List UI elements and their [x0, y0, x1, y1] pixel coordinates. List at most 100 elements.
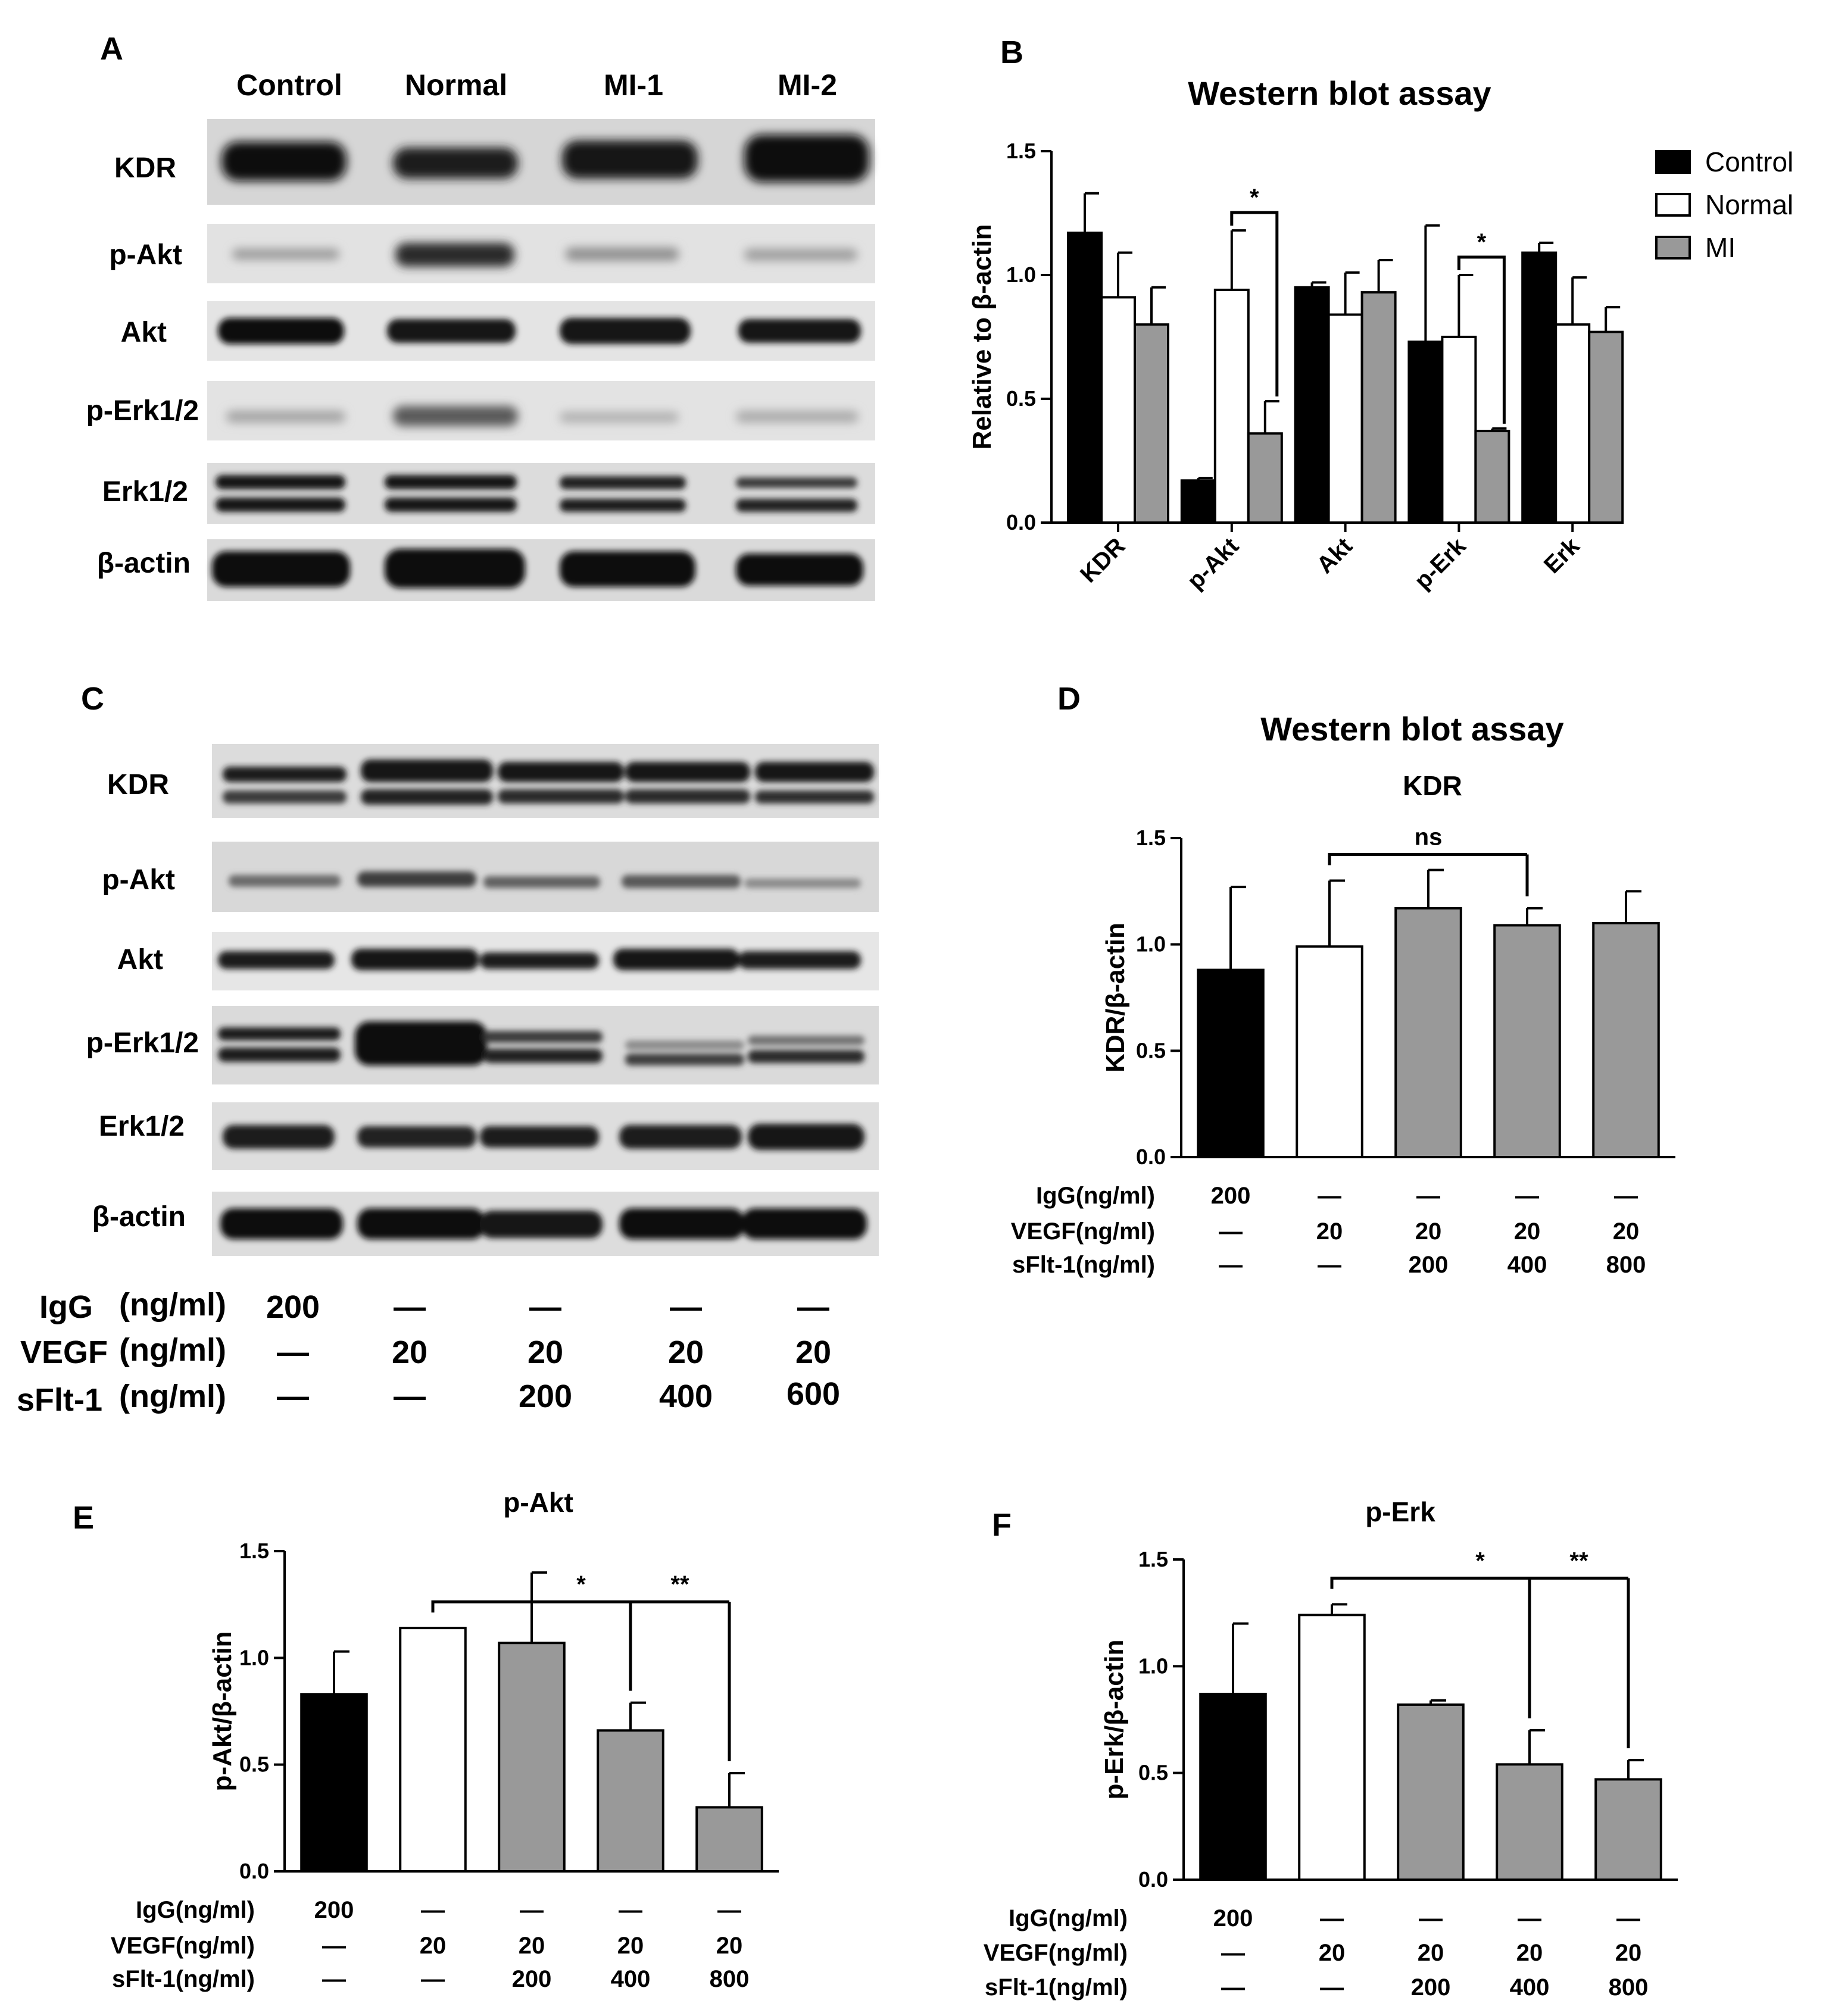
y-tick-label: 0.0 [1006, 510, 1036, 535]
blot-c-strip-kdr [212, 744, 879, 818]
significance-bracket [1330, 1576, 1628, 1589]
chart-f: 0.0 0.5 1.0 1.5 p-Erk/β-actin p-Erk IgG(ng/ml)… [984, 1496, 1678, 2001]
y-tick-label: 0.5 [1138, 1761, 1168, 1785]
significance-label-1: ns [1415, 824, 1443, 850]
condition-value-sflt-1-ng-ml-3: 200 [512, 1966, 552, 1992]
condition-value-vegf-ng-ml-2: 20 [420, 1933, 447, 1959]
bar-2 [1296, 945, 1363, 1158]
condition-value-igg-ng-ml-4: — [1515, 1183, 1539, 1209]
condition-value-vegf-ng-ml-5: 20 [1613, 1218, 1640, 1245]
cond-c-vegf-2: 20 [392, 1334, 427, 1370]
y-tick-label: 0.0 [1138, 1867, 1168, 1892]
condition-value-igg-ng-ml-2: — [1318, 1183, 1341, 1209]
condition-value-sflt-1-ng-ml-2: — [421, 1966, 445, 1992]
x-tick-label-akt: Akt [1312, 533, 1357, 579]
blot-c-row-label-akt: Akt [117, 944, 163, 976]
bar-p-akt-control [1180, 479, 1216, 524]
chart-title: p-Akt [503, 1487, 573, 1518]
cond-c-unit-igg: (ng/ml) [119, 1287, 226, 1323]
chart-title: Western blot assay [1260, 710, 1563, 748]
chart-title: Western blot assay [1188, 74, 1491, 112]
condition-value-vegf-ng-ml-5: 20 [1615, 1940, 1642, 1966]
condition-value-vegf-ng-ml-4: 20 [1514, 1218, 1541, 1245]
condition-value-vegf-ng-ml-3: 20 [519, 1933, 545, 1959]
panel-c: C KDR p-Akt Akt p-Erk1/2 Erk1/2 β-actin [17, 681, 879, 1418]
condition-value-sflt-1-ng-ml-4: 400 [1507, 1252, 1547, 1278]
cond-c-vegf-1: — [277, 1334, 309, 1370]
condition-label-igg-ng-ml: IgG(ng/ml) [1036, 1183, 1155, 1209]
condition-value-vegf-ng-ml-2: 20 [1319, 1940, 1346, 1966]
panel-letter-a: A [100, 31, 123, 67]
panel-a: A Control Normal MI-1 MI-2 KDR p-Akt Akt… [86, 31, 875, 601]
bar-akt-control [1294, 286, 1330, 524]
cond-c-igg-3: — [529, 1289, 561, 1325]
condition-value-sflt-1-ng-ml-2: — [1320, 1974, 1344, 2001]
bar-3 [1397, 1703, 1465, 1881]
cond-c-name-sflt: sFlt-1 [17, 1382, 102, 1418]
blot-strip-kdr [207, 119, 875, 205]
blot-c-conditions: IgG (ng/ml) VEGF (ng/ml) sFlt-1 (ng/ml) … [17, 1287, 840, 1418]
bar-5 [1592, 921, 1660, 1159]
bar-4 [1496, 1763, 1563, 1881]
cond-c-igg-5: — [797, 1289, 829, 1325]
condition-value-igg-ng-ml-1: 200 [1211, 1183, 1251, 1209]
y-tick-label: 0.0 [239, 1859, 269, 1883]
y-tick-label: 0.0 [1136, 1145, 1166, 1169]
blot-row-label-erk: Erk1/2 [102, 476, 188, 508]
legend-swatch-normal [1655, 193, 1691, 217]
chart-d: 0.0 0.5 1.0 1.5 KDR/β-actin Western blot assa… [1011, 710, 1675, 1278]
condition-value-igg-ng-ml-4: — [619, 1897, 642, 1923]
condition-value-igg-ng-ml-5: — [1616, 1905, 1640, 1931]
x-tick-label-kdr: KDR [1075, 533, 1130, 587]
bar-4 [597, 1729, 664, 1873]
blot-strip-p-erk [207, 381, 875, 440]
bar-1 [1197, 968, 1265, 1158]
condition-value-vegf-ng-ml-1: — [1221, 1940, 1245, 1966]
condition-value-sflt-1-ng-ml-5: 800 [710, 1966, 750, 1992]
condition-value-igg-ng-ml-5: — [1614, 1183, 1638, 1209]
significance-label-1: * [576, 1571, 586, 1598]
blot-row-label-kdr: KDR [114, 152, 176, 184]
x-tick-label-p-erk: p-Erk [1409, 533, 1471, 595]
condition-value-vegf-ng-ml-1: — [1219, 1218, 1243, 1245]
significance-label-p-akt: * [1250, 185, 1259, 211]
blot-strip-akt [207, 301, 875, 361]
blot-strip-erk [207, 463, 875, 524]
chart-e: 0.0 0.5 1.0 1.5 p-Akt/β-actin p-Akt IgG(ng/ml)… [111, 1487, 779, 1992]
condition-label-sflt-1-ng-ml: sFlt-1(ng/ml) [1012, 1252, 1155, 1278]
panel-letter-d: D [1057, 681, 1081, 717]
significance-bracket [1328, 852, 1527, 865]
blot-row-label-akt: Akt [121, 317, 167, 348]
legend-swatch-control [1655, 150, 1691, 174]
condition-value-vegf-ng-ml-1: — [322, 1933, 346, 1959]
cond-c-igg-1: 200 [266, 1289, 320, 1325]
cond-c-igg-4: — [670, 1289, 702, 1325]
condition-value-sflt-1-ng-ml-2: — [1318, 1252, 1341, 1278]
bar-p-erk-mi [1474, 430, 1510, 524]
significance-label-2: ** [1569, 1548, 1588, 1574]
cond-c-igg-2: — [394, 1289, 426, 1325]
blot-c-strip-p-erk [212, 1006, 879, 1084]
significance-bracket [431, 1600, 729, 1613]
y-tick-label: 1.0 [239, 1645, 269, 1670]
y-axis-label: p-Erk/β-actin [1100, 1640, 1129, 1800]
bar-p-erk-control [1407, 340, 1444, 524]
condition-label-sflt-1-ng-ml: sFlt-1(ng/ml) [985, 1974, 1128, 2001]
significance-bracket-p-akt [1230, 211, 1279, 397]
condition-value-sflt-1-ng-ml-5: 800 [1606, 1252, 1646, 1278]
condition-value-igg-ng-ml-4: — [1518, 1905, 1541, 1931]
bar-1 [300, 1693, 368, 1873]
cond-c-sflt-4: 400 [659, 1379, 713, 1414]
blot-row-label-p-akt: p-Akt [109, 239, 182, 271]
panel-letter-e: E [73, 1500, 94, 1536]
significance-label-p-erk: * [1477, 229, 1487, 255]
blot-row-label-beta-actin: β-actin [97, 548, 191, 579]
legend-label-mi: MI [1705, 232, 1736, 263]
blot-strip-beta-actin [207, 539, 875, 601]
x-tick-label-p-akt: p-Akt [1182, 533, 1244, 594]
y-axis-label: p-Akt/β-actin [208, 1631, 237, 1792]
blot-strip-p-akt [207, 224, 875, 283]
y-tick-label: 1.0 [1006, 262, 1036, 287]
condition-value-igg-ng-ml-1: 200 [314, 1897, 354, 1923]
y-axis-label: KDR/β-actin [1101, 923, 1130, 1073]
